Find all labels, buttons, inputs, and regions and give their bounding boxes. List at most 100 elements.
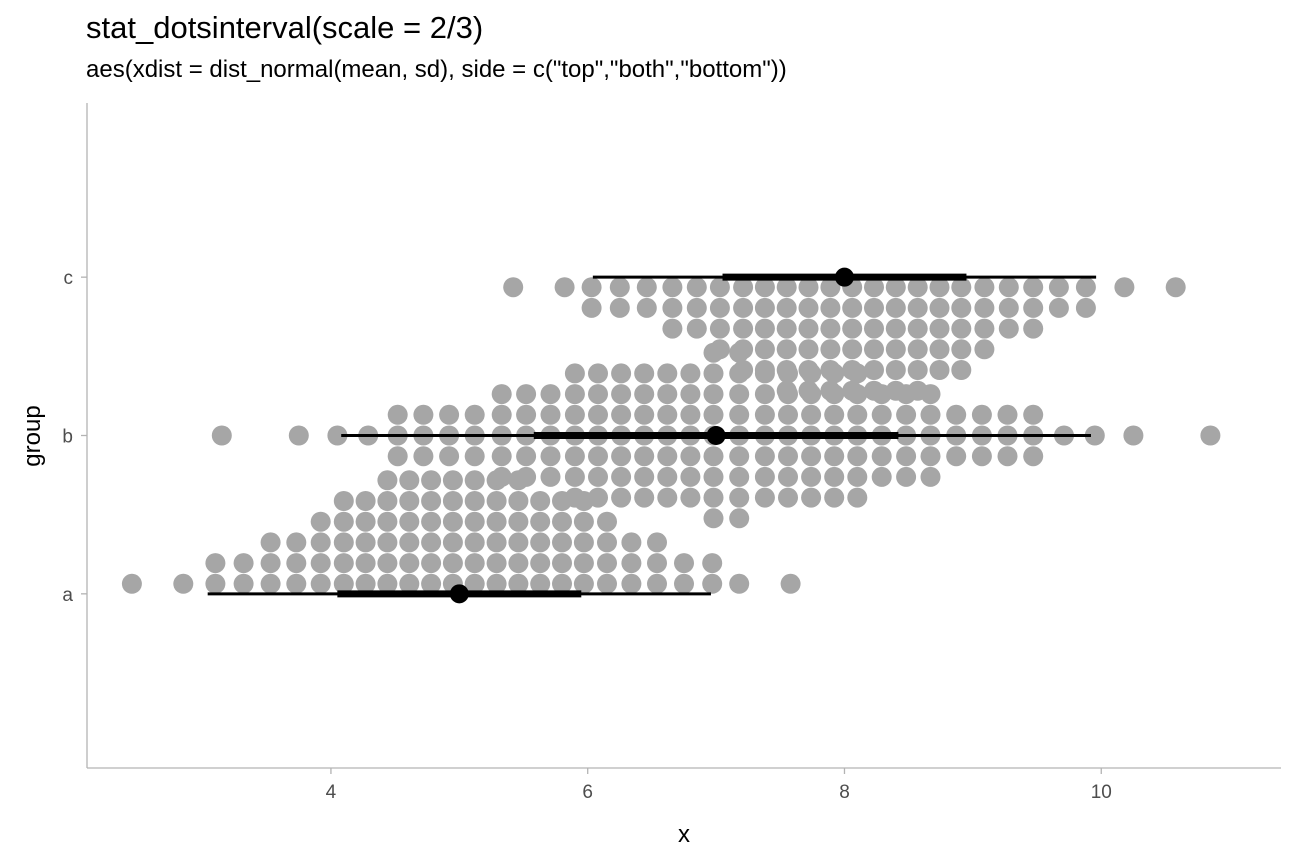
dot-c — [885, 339, 906, 360]
dot-c — [885, 360, 906, 380]
dot-a — [310, 511, 331, 532]
dot-c — [776, 360, 797, 380]
dot-b — [729, 466, 750, 487]
dot-c — [998, 318, 1019, 339]
dot-a — [573, 532, 594, 553]
dot-b — [920, 466, 941, 487]
dot-c — [864, 339, 884, 360]
dot-b — [847, 404, 868, 425]
dot-c — [503, 277, 524, 298]
dot-a — [530, 553, 551, 574]
dot-b — [754, 487, 775, 508]
dot-b — [778, 487, 798, 508]
dot-b — [516, 446, 537, 467]
dot-a — [260, 573, 281, 594]
dot-b — [680, 384, 701, 405]
dot-a — [260, 532, 281, 553]
dot-c — [662, 297, 683, 318]
dot-c — [929, 318, 950, 339]
dot-c — [842, 339, 863, 360]
dot-a — [286, 553, 307, 574]
dot-a — [464, 532, 485, 553]
dot-c — [798, 380, 819, 401]
dot-b — [997, 446, 1018, 467]
dot-a — [399, 553, 420, 574]
dot-c — [820, 297, 841, 318]
dot-a — [508, 511, 529, 532]
dot-c — [1048, 277, 1069, 298]
dot-c — [907, 360, 928, 380]
dot-c — [974, 318, 995, 339]
dot-b — [871, 446, 892, 467]
dot-c — [709, 277, 730, 298]
dot-b — [946, 404, 967, 425]
dot-a — [310, 532, 331, 553]
dot-c — [1023, 297, 1044, 318]
dot-c — [951, 360, 972, 380]
dot-a — [205, 553, 226, 574]
dot-a — [333, 491, 354, 511]
dot-b — [703, 487, 724, 508]
dot-c — [842, 318, 863, 339]
dot-b — [754, 384, 775, 405]
x-tick-label: 6 — [582, 782, 593, 803]
dot-b — [1023, 404, 1044, 425]
dot-c — [951, 339, 972, 360]
dot-a — [421, 491, 442, 511]
dot-a — [399, 491, 420, 511]
dot-a — [464, 511, 485, 532]
dot-c — [798, 339, 819, 360]
dot-b — [824, 487, 845, 508]
dot-c — [929, 360, 950, 380]
dot-c — [907, 297, 928, 318]
dot-a — [355, 573, 376, 594]
dot-a — [552, 532, 572, 553]
dot-c — [929, 339, 950, 360]
dot-b — [703, 466, 724, 487]
dot-b — [871, 404, 892, 425]
dot-c — [1075, 297, 1096, 318]
dot-a — [597, 511, 617, 532]
dot-b — [611, 404, 632, 425]
dot-a — [729, 573, 750, 594]
dot-b — [491, 404, 512, 425]
dot-b — [588, 466, 608, 487]
dot-c — [864, 297, 884, 318]
chart-title: stat_dotsinterval(scale = 2/3) — [86, 10, 484, 45]
dot-a — [552, 511, 572, 532]
point-estimate-b — [706, 426, 726, 445]
dot-b — [611, 487, 632, 508]
dot-b — [588, 404, 608, 425]
dot-a — [702, 573, 723, 594]
dot-b — [657, 404, 678, 425]
dot-b — [588, 384, 608, 405]
dot-b — [464, 404, 485, 425]
dot-c — [885, 380, 906, 401]
dot-a — [464, 573, 485, 594]
dot-c — [733, 339, 754, 360]
dot-c — [798, 318, 819, 339]
dot-b — [1200, 425, 1221, 446]
dot-b — [729, 508, 750, 529]
dot-a — [442, 553, 463, 574]
dot-a — [647, 532, 667, 553]
dot-b — [896, 466, 917, 487]
interval-layer — [207, 267, 1097, 604]
dot-a — [597, 532, 617, 553]
dot-b — [801, 446, 822, 467]
dot-c — [776, 297, 797, 318]
dot-b — [387, 404, 408, 425]
dot-c — [1165, 277, 1186, 298]
dot-b — [611, 446, 632, 467]
dot-c — [709, 297, 730, 318]
dot-c — [885, 277, 906, 298]
x-axis-ticks: 4 6 8 10 — [326, 768, 1112, 803]
dot-c — [686, 318, 707, 339]
dot-a — [286, 573, 307, 594]
dot-a — [780, 573, 801, 594]
dot-c — [609, 277, 630, 298]
dot-c — [820, 318, 841, 339]
dot-b — [564, 466, 585, 487]
dot-a — [377, 491, 398, 511]
